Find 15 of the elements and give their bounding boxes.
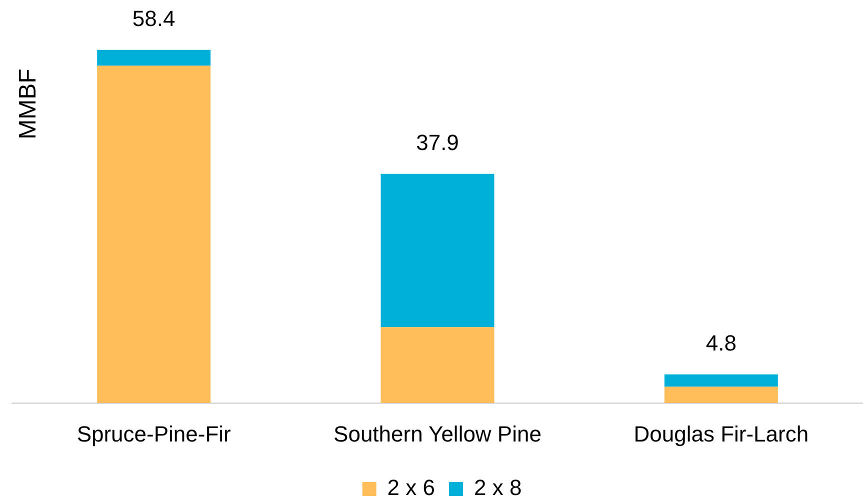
x-tick-label: Douglas Fir-Larch (634, 421, 809, 446)
legend-label: 2 x 8 (474, 475, 522, 498)
bar (380, 174, 494, 328)
bar (97, 66, 211, 403)
bar (664, 374, 778, 387)
y-axis-title: MMBF (14, 68, 42, 140)
bar (664, 386, 778, 403)
legend-label: 2 x 6 (387, 475, 436, 498)
annotation: 58.4 (132, 6, 176, 31)
bar (97, 50, 211, 66)
x-tick-label: Southern Yellow Pine (334, 421, 542, 446)
bar (380, 327, 494, 403)
annotation: 4.8 (706, 330, 736, 356)
x-tick-label: Spruce-Pine-Fir (76, 421, 231, 446)
annotation: 37.9 (416, 130, 459, 155)
